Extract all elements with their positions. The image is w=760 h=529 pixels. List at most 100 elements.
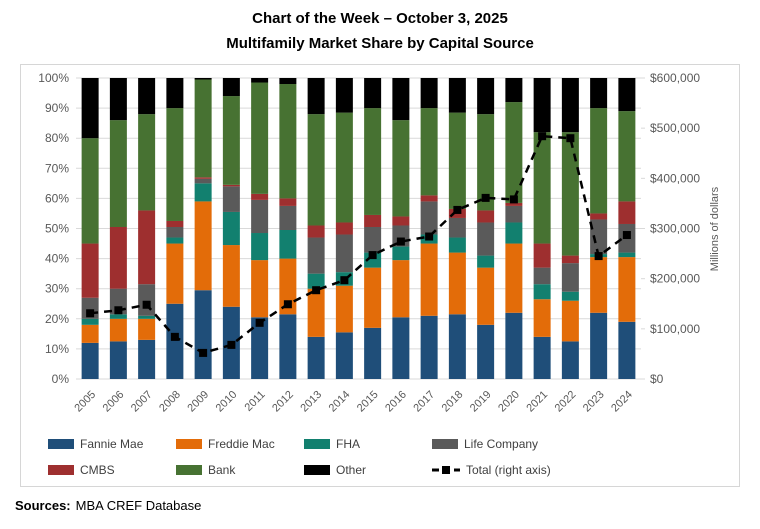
- bar-segment-bank: [505, 102, 523, 203]
- axis-tick-label: 2019: [468, 389, 494, 415]
- bar-segment-freddie-mac: [194, 201, 212, 291]
- bar-segment-other: [505, 78, 523, 103]
- legend-label: Fannie Mae: [80, 437, 144, 451]
- bar-segment-freddie-mac: [392, 260, 410, 318]
- bar-segment-cmbs: [279, 198, 297, 206]
- bar-segment-fannie-mae: [138, 339, 156, 379]
- bar-segment-cmbs: [590, 213, 608, 220]
- legend-label: CMBS: [80, 463, 115, 477]
- total-marker: [509, 195, 518, 204]
- bar-segment-freddie-mac: [477, 267, 495, 325]
- total-marker: [453, 205, 462, 214]
- bar-segment-cmbs: [166, 220, 184, 227]
- bar-segment-bank: [307, 114, 325, 226]
- axis-tick-label: 90%: [45, 101, 69, 115]
- axis-tick-label: 10%: [45, 342, 69, 356]
- bar-segment-fha: [561, 291, 579, 301]
- bar-segment-bank: [392, 120, 410, 217]
- bar-segment-life-company: [307, 237, 325, 274]
- bar-segment-life-company: [194, 178, 212, 184]
- legend-row-2: CMBS Bank Other Total (right axis): [48, 457, 739, 483]
- bar-segment-other: [448, 78, 466, 113]
- bar-segment-freddie-mac: [166, 243, 184, 304]
- bar-segment-freddie-mac: [420, 243, 438, 316]
- bar-segment-freddie-mac: [307, 288, 325, 337]
- total-marker: [368, 251, 377, 260]
- bar-segment-freddie-mac: [138, 318, 156, 340]
- total-marker: [396, 237, 405, 246]
- bar-segment-life-company: [533, 267, 551, 285]
- total-marker: [86, 309, 95, 318]
- bar-segment-bank: [420, 108, 438, 196]
- bar-segment-fannie-mae: [109, 341, 127, 379]
- bar-segment-life-company: [138, 284, 156, 316]
- bar-segment-fha: [194, 183, 212, 202]
- bar-segment-cmbs: [561, 255, 579, 264]
- bar-segment-life-company: [222, 186, 240, 212]
- total-marker: [425, 232, 434, 241]
- sources-text: MBA CREF Database: [75, 498, 202, 513]
- axis-tick-label: $300,000: [650, 222, 700, 236]
- bar-segment-fha: [505, 222, 523, 244]
- axis-tick-label: $100,000: [650, 322, 700, 336]
- bar-segment-freddie-mac: [561, 300, 579, 342]
- axis-tick-label: 2009: [185, 389, 211, 415]
- axis-tick-label: 2006: [101, 389, 127, 415]
- bar-segment-other: [251, 78, 269, 83]
- bar-segment-life-company: [505, 205, 523, 223]
- bar-segment-fha: [166, 237, 184, 244]
- axis-tick-label: 2016: [383, 389, 409, 415]
- fannie-mae-swatch: [48, 439, 74, 449]
- bar-segment-fannie-mae: [251, 317, 269, 379]
- bar-segment-fannie-mae: [561, 341, 579, 379]
- bar-segment-cmbs: [81, 243, 99, 298]
- bar-segment-other: [222, 78, 240, 97]
- axis-tick-label: Millions of dollars: [709, 186, 721, 271]
- bar-segment-bank: [81, 138, 99, 244]
- total-line-symbol: [432, 466, 460, 474]
- bar-segment-bank: [561, 132, 579, 256]
- axis-tick-label: 20%: [45, 312, 69, 326]
- bar-segment-life-company: [251, 199, 269, 234]
- bar-segment-cmbs: [222, 184, 240, 187]
- bar-segment-fannie-mae: [448, 314, 466, 379]
- bar-segment-life-company: [364, 226, 382, 253]
- bar-segment-other: [307, 78, 325, 115]
- bar-segment-bank: [222, 96, 240, 185]
- bar-segment-fannie-mae: [420, 315, 438, 379]
- legend-item-bank: Bank: [176, 463, 304, 477]
- bar-segment-bank: [335, 112, 353, 223]
- axis-tick-label: $400,000: [650, 171, 700, 185]
- bar-segment-other: [364, 78, 382, 109]
- sources-label: Sources:: [15, 498, 71, 513]
- total-marker: [538, 132, 547, 141]
- legend-row-1: Fannie Mae Freddie Mac FHA Life Company: [48, 431, 739, 457]
- bar-segment-fannie-mae: [590, 312, 608, 379]
- axis-tick-label: 40%: [45, 252, 69, 266]
- legend-item-fannie-mae: Fannie Mae: [48, 437, 176, 451]
- axis-tick-label: 50%: [45, 222, 69, 236]
- bar-segment-fannie-mae: [505, 312, 523, 379]
- gridlines: [76, 77, 645, 380]
- legend-item-total: Total (right axis): [432, 463, 560, 477]
- bar-segment-fha: [477, 255, 495, 268]
- bar-segment-cmbs: [420, 195, 438, 202]
- bar-segment-fannie-mae: [364, 327, 382, 379]
- bar-segment-cmbs: [364, 214, 382, 227]
- chart-title-line1: Chart of the Week – October 3, 2025: [252, 10, 508, 27]
- bar-segment-other: [109, 78, 127, 121]
- bar-segment-fannie-mae: [392, 317, 410, 379]
- bar-segment-fha: [222, 211, 240, 246]
- bar-segment-bank: [166, 108, 184, 221]
- bar-segment-freddie-mac: [279, 258, 297, 315]
- axis-tick-label: $0: [650, 372, 664, 386]
- bar-segment-bank: [477, 114, 495, 211]
- total-marker: [227, 340, 236, 349]
- axis-tick-label: 100%: [38, 71, 69, 85]
- bar-segment-life-company: [448, 217, 466, 238]
- stacked-bars: [81, 78, 636, 379]
- bar-segment-life-company: [166, 226, 184, 238]
- legend-label: Other: [336, 463, 367, 477]
- chart-canvas: 0% 10% 20% 30% 40% 50% 60% 70% 80% 90% 100% $0 $100,…: [38, 71, 721, 415]
- bar-segment-other: [392, 78, 410, 121]
